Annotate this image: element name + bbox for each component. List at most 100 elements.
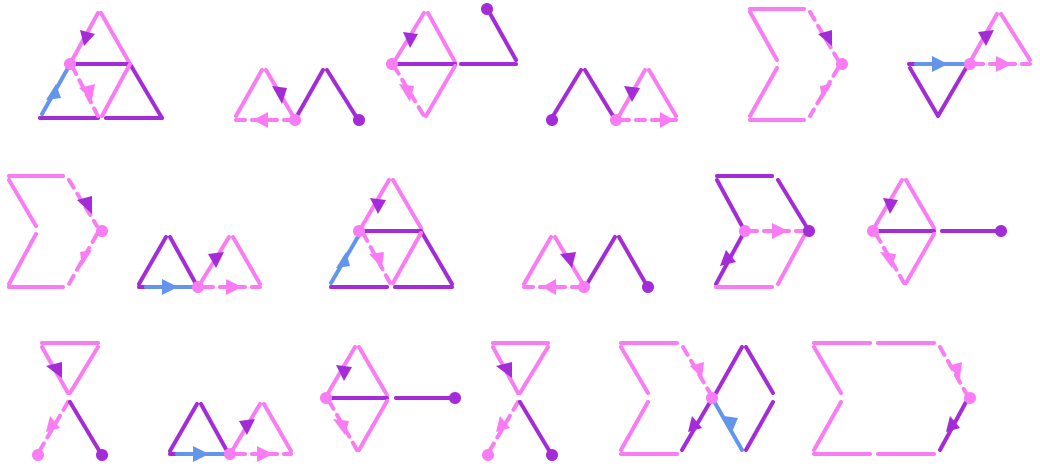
edge	[812, 345, 843, 395]
vertex-dot	[96, 449, 108, 461]
edge	[936, 66, 968, 118]
vertex-dot	[836, 58, 848, 70]
arrow-head	[772, 223, 788, 239]
arrow-head	[370, 198, 386, 214]
vertex-dot	[353, 114, 365, 126]
vertex-dot	[867, 225, 879, 237]
edge	[714, 345, 744, 395]
vertex-dot	[706, 392, 718, 404]
edge	[357, 345, 389, 397]
dashed-edge	[874, 232, 906, 285]
vertex-dot	[64, 58, 76, 70]
arrow-head	[690, 362, 704, 378]
arrow-head	[162, 279, 178, 295]
edge	[748, 10, 779, 62]
edge	[168, 402, 199, 453]
edge	[391, 231, 423, 285]
arrow-head	[253, 112, 268, 128]
edge	[168, 235, 198, 286]
figure-r2-4	[522, 235, 654, 295]
arrow-head	[369, 252, 384, 268]
vertex-dot	[32, 449, 44, 461]
vertex-dot	[578, 281, 590, 293]
edge	[357, 399, 389, 452]
arrow-head	[560, 252, 576, 268]
figure-r1-4	[546, 68, 678, 128]
arrow-head	[79, 84, 95, 100]
arrow-head	[77, 196, 92, 214]
figure-r3-6	[812, 341, 976, 456]
arrow-head	[996, 56, 1012, 72]
arrow-head	[820, 84, 832, 100]
dashed-edge	[808, 10, 840, 62]
dashed-edge	[488, 400, 520, 452]
figure-r3-5	[619, 341, 775, 456]
edge	[234, 68, 264, 118]
edge	[486, 8, 518, 62]
edge	[68, 400, 102, 454]
vertex-dot	[482, 449, 494, 461]
blue-edge	[713, 401, 744, 452]
vertex-dot	[642, 281, 654, 293]
arrow-head	[257, 446, 273, 462]
edge	[518, 400, 552, 454]
edge	[231, 235, 262, 286]
vertex-dot	[610, 114, 622, 126]
edge	[744, 345, 775, 395]
edge	[999, 12, 1032, 62]
vertex-dot	[449, 392, 461, 404]
arrow-head	[720, 250, 736, 266]
arrow-head	[336, 365, 352, 381]
dashed-edge	[808, 66, 840, 118]
vertex-dot	[739, 225, 751, 237]
arrow-head	[336, 252, 350, 268]
vertex-dot	[964, 58, 976, 70]
vertex-dot	[289, 114, 301, 126]
edge	[7, 178, 38, 228]
edge	[100, 62, 132, 118]
edge	[904, 232, 936, 285]
vertex-dot	[481, 3, 493, 15]
figure-r2-5	[714, 174, 815, 289]
vertex-dot	[964, 392, 976, 404]
vertex-dot	[96, 225, 108, 237]
figure-r3-2	[168, 402, 293, 462]
figure-r1-1	[38, 11, 164, 120]
edge	[426, 11, 457, 64]
edge	[262, 402, 293, 453]
edge	[391, 178, 423, 230]
arrow-head	[946, 416, 960, 432]
figure-r2-6	[867, 178, 1007, 285]
edge	[583, 68, 615, 118]
arrow-head	[496, 416, 510, 432]
edge	[908, 66, 940, 118]
dashed-edge	[67, 232, 99, 286]
edge	[424, 64, 457, 118]
edge	[99, 11, 132, 66]
vertex-dot	[224, 448, 236, 460]
edge	[295, 68, 325, 118]
vertex-dot	[320, 392, 332, 404]
arrow-head	[883, 198, 898, 214]
edge	[518, 345, 550, 395]
arrow-head	[880, 252, 896, 268]
edge	[522, 235, 553, 286]
edge	[904, 178, 936, 230]
edge	[715, 178, 744, 228]
edge	[585, 235, 617, 286]
figure-r1-5	[748, 7, 848, 122]
arrow-head	[932, 56, 948, 72]
edge	[748, 66, 779, 118]
arrow-head	[660, 112, 674, 128]
edge	[128, 62, 164, 120]
edge	[617, 235, 648, 286]
edge	[812, 400, 843, 452]
edge	[619, 400, 650, 452]
figure-r2-1	[7, 174, 108, 289]
arrow-head	[399, 84, 414, 102]
arrow-head	[46, 84, 61, 100]
dashed-edge	[392, 64, 426, 118]
dashed-edge	[327, 399, 359, 452]
